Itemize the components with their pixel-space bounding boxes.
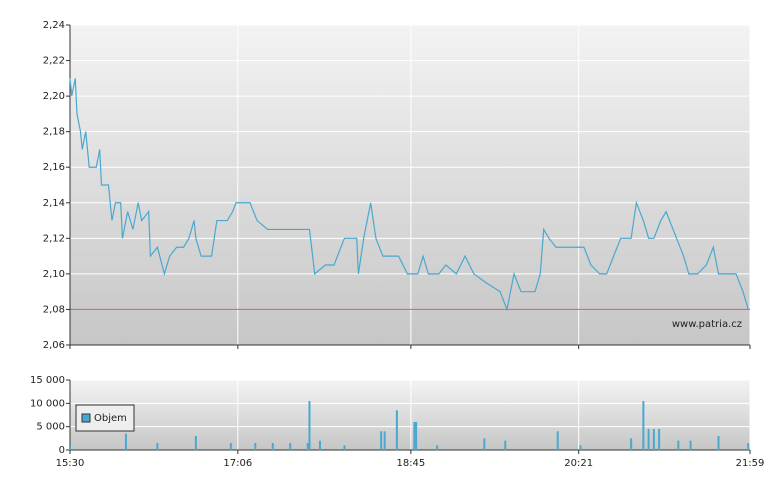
y-tick-label: 2,22 [43,56,65,67]
volume-bar [556,431,559,450]
y-tick-label: 15 000 [30,375,65,386]
volume-bar [652,429,655,450]
volume-bar [69,445,71,450]
volume-bar [436,445,439,450]
y-tick-label: 0 [59,445,65,456]
legend-label: Objem [94,413,127,424]
volume-bar [504,440,507,450]
volume-bar [747,443,750,450]
source: www.patria.cz [672,319,742,330]
y-tick-label: 2,12 [43,233,65,244]
volume-bar [271,443,274,450]
x-tick-label: 17:06 [223,458,252,469]
volume-bar [630,438,633,450]
y-tick-label: 2,16 [43,162,65,173]
volume-bar [579,445,582,450]
volume-bar [415,422,418,450]
volume-bar [254,443,257,450]
x-tick-label: 20:21 [564,458,593,469]
x-tick-label: 21:59 [736,458,765,469]
legend-swatch [81,413,91,423]
volume-bar [383,431,386,450]
y-tick-label: 2,18 [43,127,65,138]
y-tick-label: 2,08 [43,304,65,315]
volume-bar [308,401,311,450]
volume-bar [194,436,197,450]
y-tick-label: 2,10 [43,269,65,280]
y-tick-label: 2,20 [43,91,65,102]
volume-bar [642,401,645,450]
volume-bar [306,443,309,450]
volume-bar [413,422,416,450]
price-line [69,78,749,312]
x-tick-label: 15:30 [56,458,85,469]
volume-bar [658,429,661,450]
volume-bar [483,438,486,450]
volume-bar [124,433,127,450]
volume-bar [689,440,692,450]
x-tick-label: 18:45 [396,458,425,469]
y-tick-label: 2,14 [43,198,65,209]
y-tick-label: 10 000 [30,398,65,409]
volume-plot-area [70,380,750,450]
volume-bar [318,440,321,450]
price-plot-area [70,25,750,345]
volume-bar [717,436,720,450]
volume-bar [677,440,680,450]
volume-bar [395,410,398,450]
volume-bar [229,443,232,450]
y-tick-label: 2,06 [43,340,65,351]
volume-bar [289,443,292,450]
y-tick-label: 5 000 [36,422,65,433]
volume-bar [380,431,383,450]
volume-bar [156,443,159,450]
volume-bar [343,445,346,450]
y-tick-label: 2,24 [43,20,65,31]
volume-bar [647,429,650,450]
